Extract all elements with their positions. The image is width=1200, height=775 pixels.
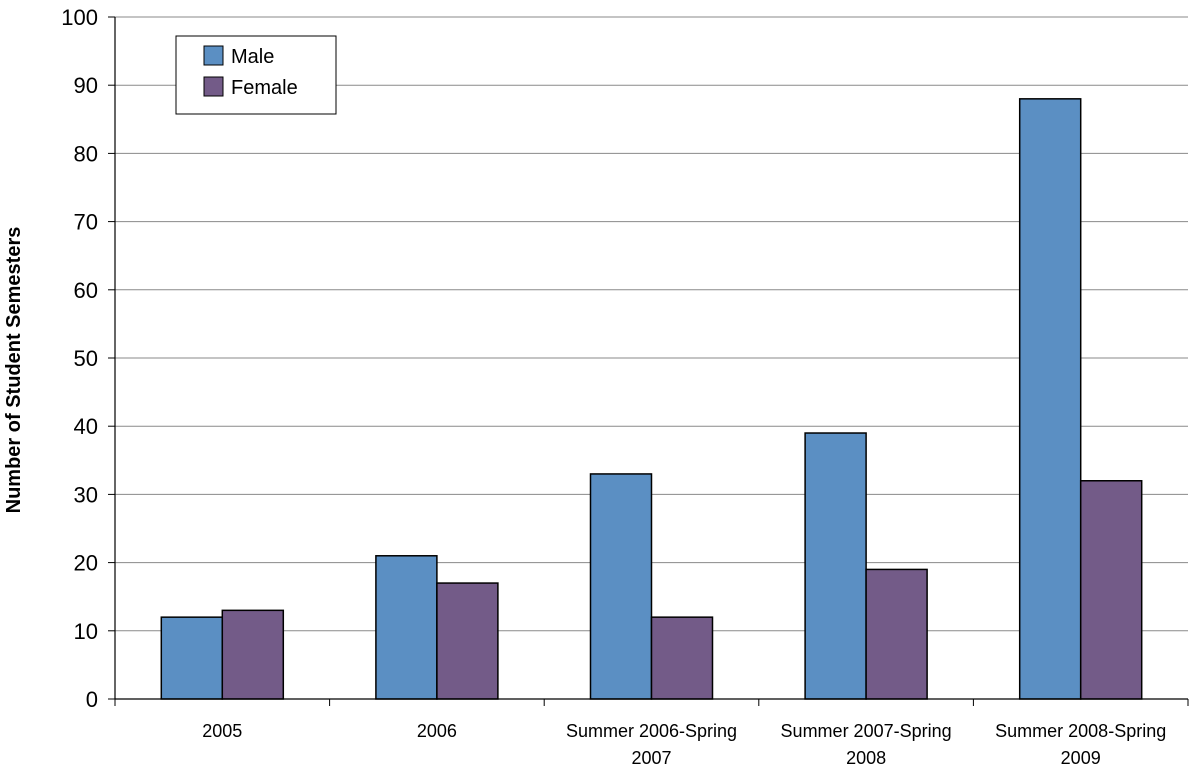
- bar-female-0: [221, 609, 285, 700]
- x-tick-label: Summer 2008-Spring 2009: [995, 721, 1166, 768]
- axes: [108, 16, 1189, 706]
- bar-female-2: [650, 616, 714, 700]
- x-tick-label: Summer 2007-Spring 2008: [781, 721, 952, 768]
- x-tick-label-line: 2005: [202, 721, 242, 741]
- y-tick-labels: 0 10 20 30 40 50 60 70 80 90 100: [61, 5, 98, 712]
- gridlines: [115, 16, 1188, 632]
- x-tick-label-line: Summer 2006-Spring: [566, 721, 737, 741]
- y-tick-label: 0: [86, 687, 98, 712]
- bar-female-1: [436, 582, 499, 700]
- y-axis-label: Number of Student Semesters: [3, 227, 25, 514]
- x-tick-label-line: 2007: [631, 748, 671, 768]
- x-tick-label-line: Summer 2007-Spring: [781, 721, 952, 741]
- bar-male-1: [375, 555, 438, 700]
- bar-female-4: [1079, 480, 1143, 700]
- legend-swatch-female: [203, 76, 224, 97]
- x-tick-label-line: Summer 2008-Spring: [995, 721, 1166, 741]
- bar-female-3: [865, 568, 928, 700]
- y-tick-label: 90: [74, 73, 98, 98]
- legend-swatch-male: [203, 45, 224, 66]
- y-tick-label: 40: [74, 414, 98, 439]
- legend: Male Female: [175, 35, 337, 115]
- y-tick-label: 10: [74, 619, 98, 644]
- y-tick-label: 60: [74, 278, 98, 303]
- bar-male-0: [160, 616, 224, 700]
- bar-male-2: [589, 473, 653, 700]
- bar-male-3: [804, 432, 867, 700]
- y-tick-label: 70: [74, 210, 98, 235]
- legend-label-male: Male: [231, 46, 274, 68]
- bars: [160, 98, 1143, 700]
- y-tick-label: 100: [61, 5, 98, 30]
- x-tick-label: 2006: [417, 721, 457, 741]
- bar-male-4: [1018, 98, 1082, 700]
- x-tick-label-line: 2006: [417, 721, 457, 741]
- y-tick-label: 50: [74, 346, 98, 371]
- y-tick-label: 80: [74, 141, 98, 166]
- x-tick-label-line: 2008: [846, 748, 886, 768]
- x-tick-label: Summer 2006-Spring 2007: [566, 721, 737, 768]
- x-tick-label-line: 2009: [1061, 748, 1101, 768]
- y-tick-label: 20: [74, 551, 98, 576]
- y-tick-label: 30: [74, 482, 98, 507]
- x-tick-label: 2005: [202, 721, 242, 741]
- legend-box: [175, 35, 337, 115]
- legend-label-female: Female: [231, 77, 298, 99]
